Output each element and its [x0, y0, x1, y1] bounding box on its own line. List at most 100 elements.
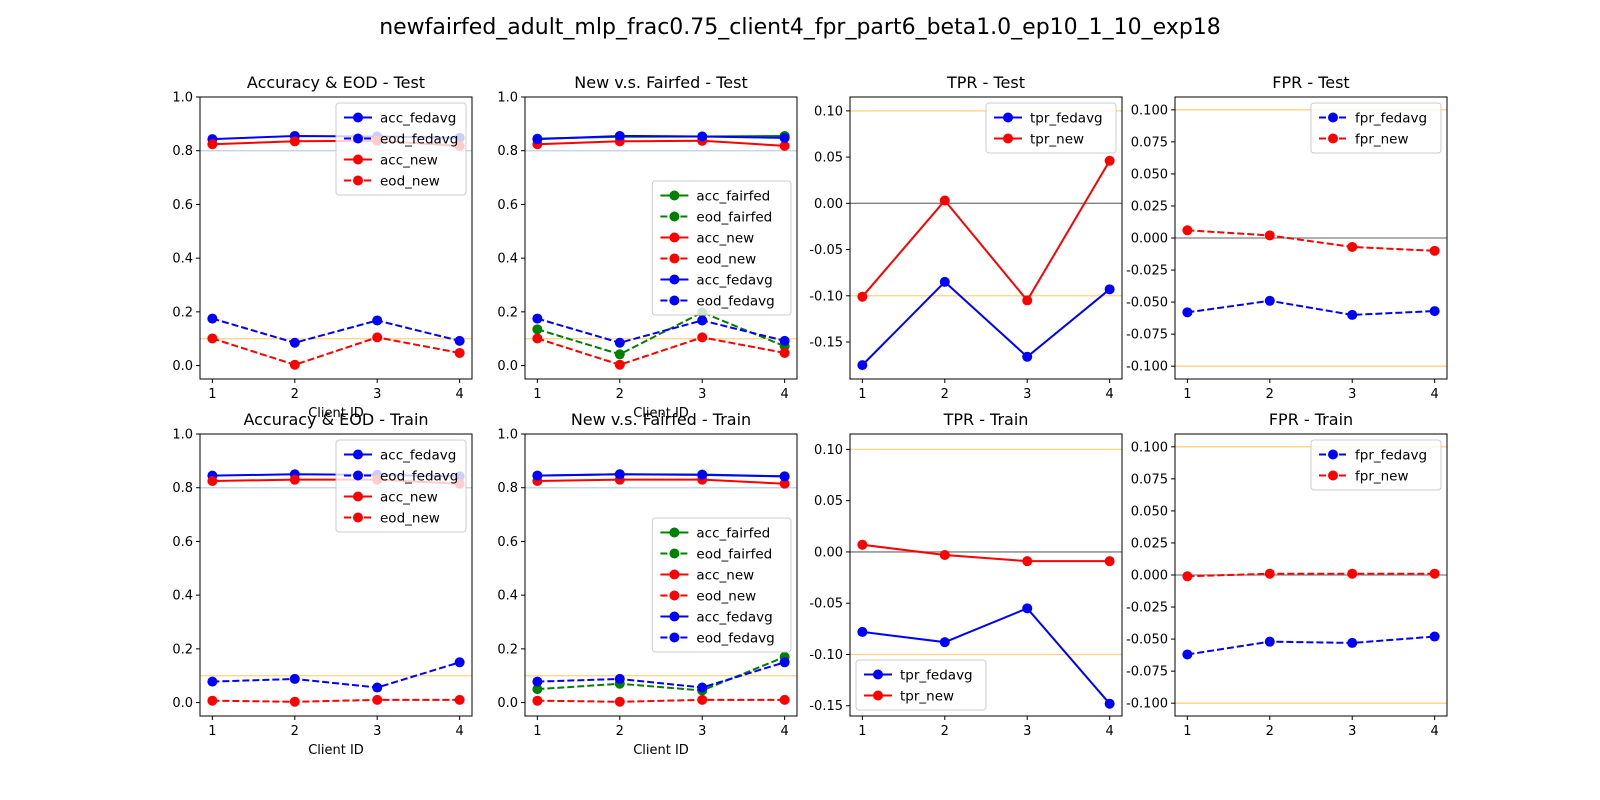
y-tick-label: 0.10: [814, 443, 843, 458]
data-point-eod_new-2: [614, 359, 625, 370]
legend-marker-acc_fairfed: [669, 527, 680, 538]
x-tick-label: 2: [291, 724, 299, 739]
y-tick-label: 0.2: [172, 642, 193, 657]
y-tick-label: 0.0: [497, 359, 518, 374]
axes-title: New v.s. Fairfed - Test: [574, 73, 747, 92]
x-tick-label: 1: [858, 724, 866, 739]
y-tick-label: 0.025: [1131, 199, 1168, 214]
legend-label-eod_fedavg: eod_fedavg: [380, 469, 458, 485]
legend-label-eod_new: eod_new: [380, 511, 440, 527]
y-tick-label: -0.050: [1126, 296, 1168, 311]
y-tick-label: 0.000: [1131, 569, 1168, 584]
data-point-acc_fedavg-4: [779, 471, 790, 482]
chart-panel-3: 1 2 3 4 0.10 0.05 0.00 -0.05 -0.10 -0.15 TPR - Tes…: [809, 73, 1123, 402]
series-line-tpr_new: [861, 160, 1111, 303]
y-tick-label: -0.15: [809, 699, 843, 714]
x-tick-label: 2: [1266, 724, 1274, 739]
data-point-tpr_fedavg-2: [939, 637, 950, 648]
legend-marker-acc_fedavg: [353, 112, 363, 123]
y-tick-label: 0.2: [497, 305, 518, 320]
y-tick-label: -0.025: [1126, 601, 1168, 616]
data-point-tpr_new-3: [1022, 556, 1033, 567]
y-tick-label: 0.100: [1131, 103, 1168, 118]
data-point-acc_fedavg-2: [614, 469, 625, 480]
data-point-fpr_fedavg-3: [1347, 309, 1358, 320]
legend-label-fpr_new: fpr_new: [1355, 132, 1409, 148]
legend-marker-eod_new: [353, 175, 363, 186]
x-tick-label: 4: [1105, 387, 1113, 402]
data-point-fpr_new-2: [1264, 568, 1275, 579]
y-tick-label: -0.100: [1126, 697, 1168, 712]
data-point-eod_new-1: [207, 333, 218, 344]
data-point-eod_fedavg-2: [289, 337, 300, 348]
legend-label-acc_new: acc_new: [696, 568, 754, 584]
data-point-eod_fedavg-3: [372, 315, 383, 326]
x-tick-label: 3: [1023, 724, 1031, 739]
legend: tpr_fedavg tpr_new: [855, 659, 987, 711]
x-tick-label: 3: [373, 724, 381, 739]
legend-marker-fpr_new: [1328, 470, 1338, 481]
y-tick-label: 0.05: [814, 494, 843, 509]
y-tick-label: -0.10: [809, 648, 843, 663]
data-point-tpr_fedavg-1: [857, 360, 868, 371]
y-tick-label: 0.6: [172, 535, 193, 550]
axes-title: FPR - Test: [1272, 73, 1349, 92]
data-point-fpr_fedavg-3: [1347, 637, 1358, 648]
legend-box: [651, 517, 792, 653]
data-point-eod_fedavg-4: [454, 335, 465, 346]
data-point-acc_new-4: [779, 140, 790, 151]
legend: tpr_fedavg tpr_new: [985, 102, 1117, 154]
data-point-eod_new-2: [289, 359, 300, 370]
legend-marker-eod_fedavg: [669, 295, 680, 306]
data-point-eod_new-3: [372, 694, 383, 705]
data-point-eod_new-4: [454, 347, 465, 358]
x-axis-label: Client ID: [308, 406, 364, 421]
y-tick-label: 0.00: [814, 197, 843, 212]
x-tick-label: 3: [698, 387, 706, 402]
legend: fpr_fedavg fpr_new: [1310, 439, 1442, 491]
legend-label-eod_fedavg: eod_fedavg: [696, 631, 774, 647]
chart-panel-7: 1 2 3 4 0.10 0.05 0.00 -0.05 -0.10 -0.15 TPR - Tra…: [809, 410, 1123, 739]
legend-label-fpr_fedavg: fpr_fedavg: [1355, 448, 1427, 464]
y-tick-label: 0.0: [497, 696, 518, 711]
x-tick-label: 2: [941, 724, 949, 739]
legend-label-eod_new: eod_new: [696, 252, 756, 268]
legend-box: [855, 659, 987, 711]
axes-title: FPR - Train: [1269, 410, 1353, 429]
y-tick-label: 0.4: [497, 252, 518, 267]
axes-title: New v.s. Fairfed - Train: [571, 410, 751, 429]
y-tick-label: 0.8: [497, 144, 518, 159]
legend-marker-eod_fedavg: [353, 470, 363, 481]
x-tick-label: 4: [780, 387, 788, 402]
data-point-acc_new-1: [207, 139, 218, 150]
legend: acc_fairfed eod_fairfed acc_new eod_new acc_…: [651, 180, 792, 316]
y-tick-label: 0.4: [172, 252, 193, 267]
series-line-fpr_new: [1187, 229, 1435, 252]
series-line-acc_new: [537, 478, 785, 485]
axes-title: Accuracy & EOD - Test: [247, 73, 425, 92]
legend-label-tpr_fedavg: tpr_fedavg: [900, 668, 973, 684]
data-point-acc_fedavg-3: [697, 131, 708, 142]
legend-label-tpr_new: tpr_new: [1030, 132, 1084, 148]
chart-panel-2: 1 2 3 4 0.0 0.2 0.4 0.6 0.8 1.0 New v.s. Fairfed -…: [497, 73, 798, 421]
x-tick-label: 2: [941, 387, 949, 402]
data-point-fpr_fedavg-4: [1429, 631, 1440, 642]
chart-panel-6: 1 2 3 4 0.0 0.2 0.4 0.6 0.8 1.0 New v.s. Fairfed -…: [497, 410, 798, 758]
data-point-tpr_fedavg-4: [1104, 284, 1115, 295]
axes-frame: [199, 433, 473, 717]
axes-frame: [849, 433, 1123, 717]
series-line-eod_fedavg: [537, 661, 785, 689]
x-tick-label: 3: [373, 387, 381, 402]
y-tick-label: 0.0: [172, 359, 193, 374]
legend-label-eod_fairfed: eod_fairfed: [696, 547, 772, 563]
legend-label-acc_fedavg: acc_fedavg: [696, 610, 772, 626]
x-tick-label: 4: [1430, 724, 1438, 739]
legend-box: [651, 180, 792, 316]
series-line-eod_new: [212, 336, 460, 366]
data-point-eod_fedavg-2: [289, 673, 300, 684]
legend-label-acc_fairfed: acc_fairfed: [696, 189, 770, 205]
x-tick-label: 1: [533, 724, 541, 739]
series-line-acc_fedavg: [537, 473, 785, 478]
legend-marker-acc_new: [669, 569, 680, 580]
